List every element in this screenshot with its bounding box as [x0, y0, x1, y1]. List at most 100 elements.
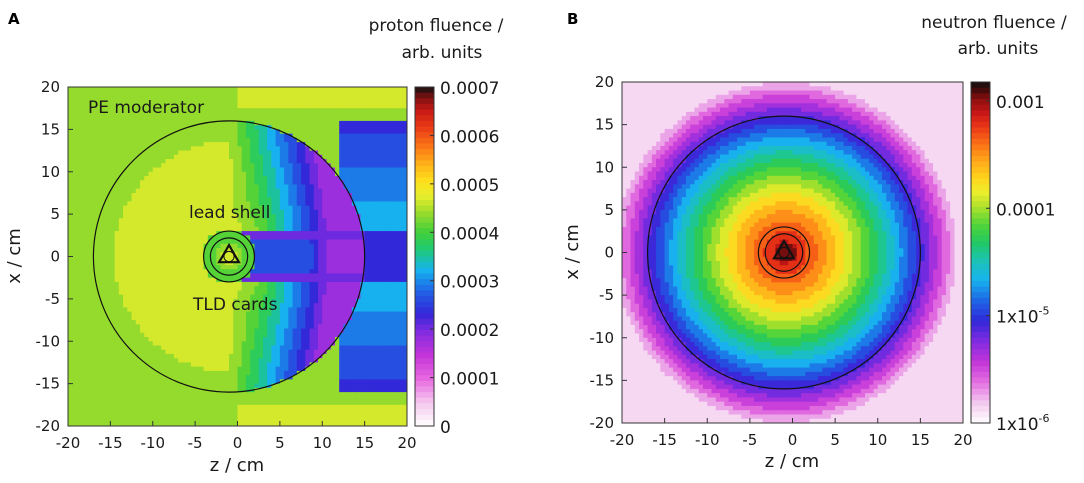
proton-fluence-cell: [220, 235, 226, 241]
proton-fluence-cell: [89, 281, 95, 287]
proton-fluence-cell: [292, 125, 298, 130]
proton-fluence-cell: [190, 226, 196, 232]
proton-fluence-cell: [144, 353, 150, 359]
proton-fluence-cell: [169, 137, 175, 143]
proton-fluence-cell: [144, 409, 150, 414]
proton-fluence-cell: [296, 163, 302, 169]
proton-fluence-cell: [216, 345, 222, 351]
proton-fluence-cell: [305, 400, 311, 406]
proton-fluence-cell: [318, 383, 323, 389]
proton-fluence-cell: [326, 150, 332, 156]
proton-fluence-cell: [245, 192, 251, 198]
proton-fluence-cell: [178, 239, 184, 245]
proton-fluence-cell: [89, 370, 95, 376]
proton-fluence-cell: [237, 379, 243, 385]
proton-fluence-cell: [68, 328, 73, 334]
proton-fluence-cell: [203, 137, 209, 143]
proton-fluence-cell: [195, 184, 200, 190]
proton-fluence-cell: [190, 383, 196, 389]
proton-fluence-cell: [309, 281, 315, 287]
proton-fluence-cell: [135, 226, 141, 232]
proton-fluence-cell: [224, 112, 230, 118]
proton-fluence-cell: [68, 103, 73, 109]
proton-fluence-cell: [233, 256, 239, 262]
proton-fluence-cell: [326, 417, 332, 423]
proton-fluence-cell: [212, 87, 217, 92]
proton-fluence-cell: [190, 99, 196, 105]
proton-fluence-cell: [118, 129, 124, 135]
proton-fluence-cell: [313, 180, 319, 186]
proton-fluence-cell: [254, 404, 260, 410]
proton-fluence-cell: [190, 171, 196, 177]
proton-fluence-cell: [93, 328, 99, 334]
proton-fluence-cell: [322, 239, 328, 245]
proton-fluence-cell: [97, 277, 103, 283]
proton-fluence-cell: [76, 264, 82, 270]
proton-fluence-cell: [292, 409, 298, 414]
proton-fluence-cell: [254, 286, 260, 291]
proton-fluence-cell: [186, 180, 192, 186]
proton-fluence-cell: [68, 337, 73, 342]
proton-fluence-cell: [195, 112, 200, 118]
proton-fluence-cell: [326, 307, 332, 313]
proton-fluence-cell: [190, 197, 196, 203]
proton-fluence-cell: [275, 387, 281, 393]
proton-fluence-cell: [275, 91, 281, 97]
proton-fluence-cell: [148, 222, 154, 228]
proton-fluence-cell: [72, 146, 78, 152]
proton-fluence-cell: [127, 277, 133, 283]
proton-fluence-cell: [93, 387, 99, 393]
proton-fluence-cell: [84, 243, 90, 249]
proton-fluence-cell: [140, 197, 145, 203]
proton-fluence-cell: [313, 277, 319, 283]
proton-fluence-cell: [224, 248, 230, 253]
proton-fluence-cell: [224, 375, 230, 380]
proton-fluence-cell: [237, 392, 243, 397]
proton-fluence-cell: [140, 252, 145, 258]
proton-fluence-cell: [178, 387, 184, 393]
proton-fluence-cell: [182, 231, 188, 236]
proton-fluence-cell: [144, 294, 150, 300]
proton-fluence-cell: [212, 209, 217, 215]
proton-fluence-cell: [245, 383, 251, 389]
proton-fluence-cell: [84, 137, 90, 143]
proton-fluence-cell: [199, 341, 205, 347]
proton-fluence-cell: [207, 180, 213, 186]
proton-fluence-cell: [195, 273, 200, 279]
proton-fluence-cell: [233, 362, 239, 368]
proton-fluence-cell: [97, 328, 103, 334]
proton-fluence-cell: [169, 91, 175, 97]
proton-fluence-cell: [114, 264, 120, 270]
proton-fluence-cell: [161, 311, 167, 317]
proton-fluence-cell: [305, 180, 311, 186]
proton-fluence-cell: [173, 311, 179, 317]
proton-fluence-cell: [89, 379, 95, 385]
proton-fluence-cell: [241, 163, 247, 169]
proton-fluence-cell: [195, 392, 200, 397]
proton-fluence-cell: [309, 315, 315, 321]
proton-fluence-cell: [156, 163, 162, 169]
proton-fluence-cell: [203, 197, 209, 203]
proton-fluence-cell: [207, 243, 213, 249]
proton-fluence-cell: [229, 120, 234, 126]
proton-fluence-cell: [322, 154, 328, 160]
proton-fluence-cell: [313, 400, 319, 406]
proton-fluence-cell: [322, 387, 328, 393]
proton-fluence-cell: [89, 294, 95, 300]
proton-fluence-cell: [326, 311, 332, 317]
proton-fluence-cell: [267, 197, 272, 203]
proton-fluence-cell: [224, 353, 230, 359]
proton-fluence-cell: [186, 332, 192, 338]
proton-fluence-cell: [292, 273, 298, 279]
proton-fluence-cell: [322, 192, 328, 198]
proton-fluence-cell: [178, 125, 184, 130]
proton-fluence-cell: [267, 91, 272, 97]
proton-fluence-cell: [84, 180, 90, 186]
proton-fluence-cell: [313, 345, 319, 351]
proton-fluence-cell: [190, 379, 196, 385]
proton-fluence-cell: [258, 332, 264, 338]
proton-fluence-cell: [292, 154, 298, 160]
proton-fluence-cell: [301, 375, 306, 380]
proton-fluence-cell: [173, 370, 179, 376]
proton-fluence-cell: [110, 383, 116, 389]
